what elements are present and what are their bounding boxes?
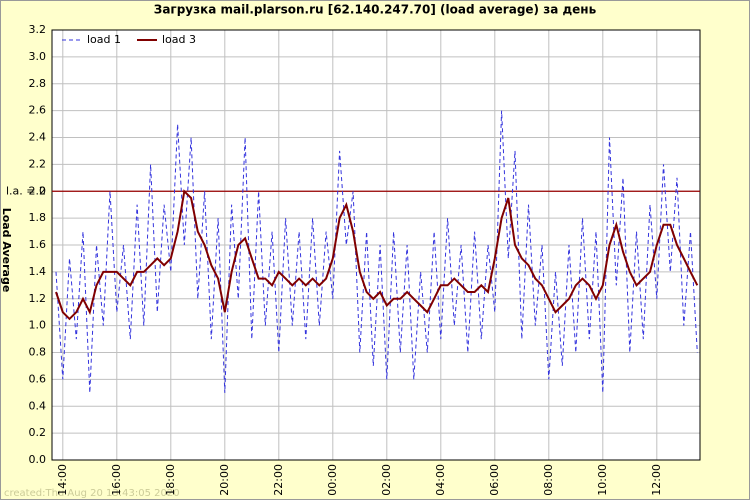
- series-line: [55, 189, 699, 321]
- x-tick-label: 18:00: [164, 464, 177, 496]
- y-tick-label: 2.2: [29, 157, 47, 170]
- x-tick-label: 10:00: [596, 464, 609, 496]
- y-tick-label: 0.0: [29, 453, 47, 466]
- x-tick-label: 16:00: [110, 464, 123, 496]
- y-tick-label: 3.2: [29, 23, 47, 36]
- y-tick-label: 2.6: [29, 104, 47, 117]
- y-tick-label: 2.4: [29, 131, 47, 144]
- y-tick-label: 1.4: [29, 265, 47, 278]
- x-tick-label: 20:00: [218, 464, 231, 496]
- x-tick-label: 00:00: [326, 464, 339, 496]
- y-tick-label: 0.4: [29, 399, 47, 412]
- x-tick-label: 06:00: [488, 464, 501, 496]
- legend-label: load 3: [162, 33, 196, 46]
- y-axis-label: Load Average: [0, 208, 13, 293]
- x-tick-label: 02:00: [380, 464, 393, 496]
- y-tick-label: 1.2: [29, 292, 47, 305]
- series-line: [55, 110, 698, 393]
- y-tick-label: 1.6: [29, 238, 47, 251]
- y-tick-label: 3.0: [29, 50, 47, 63]
- chart-title: Загрузка mail.plarson.ru [62.140.247.70]…: [154, 3, 597, 17]
- y-tick-label: 2.8: [29, 77, 47, 90]
- y-tick-label: 1.0: [29, 319, 47, 332]
- y-tick-label: 0.8: [29, 346, 47, 359]
- legend-label: load 1: [87, 33, 121, 46]
- x-tick-label: 12:00: [650, 464, 663, 496]
- y-tick-label: 1.8: [29, 211, 47, 224]
- y-tick-label: 0.2: [29, 426, 47, 439]
- y-tick-label: 0.6: [29, 372, 47, 385]
- y-tick-label: 2.0: [29, 184, 47, 197]
- footer: created:Thu Aug 20 13:43:05 2020: [4, 488, 180, 499]
- x-tick-label: 04:00: [434, 464, 447, 496]
- threshold-label: l.a. = 2: [6, 184, 46, 197]
- x-tick-label: 14:00: [56, 464, 69, 496]
- plot-border: [51, 29, 701, 461]
- x-tick-label: 22:00: [272, 464, 285, 496]
- x-tick-label: 08:00: [542, 464, 555, 496]
